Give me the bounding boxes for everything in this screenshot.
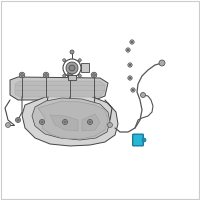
Circle shape: [89, 121, 91, 123]
Circle shape: [140, 92, 146, 98]
Polygon shape: [10, 77, 108, 100]
Circle shape: [21, 74, 23, 76]
Polygon shape: [38, 101, 108, 139]
Circle shape: [132, 89, 134, 91]
Circle shape: [67, 72, 73, 78]
Circle shape: [40, 119, 44, 124]
Circle shape: [131, 41, 133, 43]
Circle shape: [126, 48, 130, 52]
Circle shape: [128, 63, 132, 67]
Circle shape: [93, 74, 95, 76]
Circle shape: [63, 74, 66, 77]
Circle shape: [64, 121, 66, 123]
Circle shape: [159, 60, 165, 66]
Circle shape: [91, 72, 97, 78]
Circle shape: [69, 65, 75, 71]
Polygon shape: [32, 98, 110, 140]
Circle shape: [129, 77, 131, 79]
Circle shape: [41, 121, 43, 123]
Polygon shape: [50, 115, 78, 131]
Circle shape: [6, 122, 10, 128]
Circle shape: [129, 64, 131, 66]
Circle shape: [130, 40, 134, 44]
Polygon shape: [68, 75, 76, 80]
Circle shape: [45, 74, 47, 76]
Circle shape: [131, 88, 135, 92]
Circle shape: [62, 119, 68, 124]
Circle shape: [16, 117, 21, 122]
Circle shape: [88, 119, 92, 124]
Circle shape: [127, 49, 129, 51]
Circle shape: [66, 62, 78, 74]
Polygon shape: [22, 94, 118, 146]
Circle shape: [63, 59, 66, 62]
Polygon shape: [82, 114, 100, 131]
FancyBboxPatch shape: [133, 134, 143, 146]
Circle shape: [78, 59, 81, 62]
Circle shape: [19, 72, 25, 78]
Circle shape: [128, 76, 132, 80]
Circle shape: [108, 122, 112, 128]
Circle shape: [17, 119, 19, 121]
Polygon shape: [15, 81, 105, 97]
Circle shape: [70, 50, 74, 54]
Circle shape: [78, 74, 81, 77]
Polygon shape: [81, 63, 89, 72]
Circle shape: [43, 72, 49, 78]
Circle shape: [69, 74, 71, 76]
Circle shape: [142, 138, 146, 142]
